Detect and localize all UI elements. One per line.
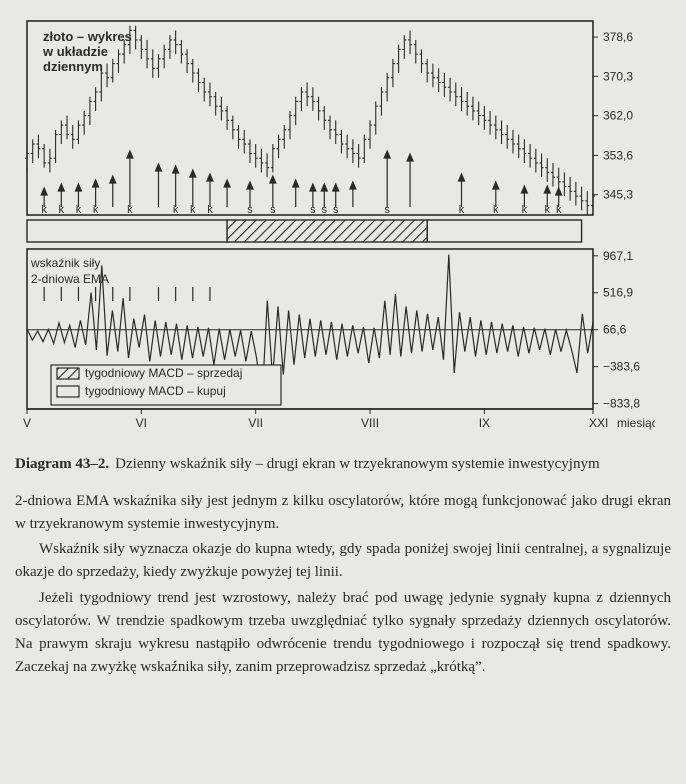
svg-text:−383,6: −383,6 xyxy=(603,360,640,374)
svg-text:−833,8: −833,8 xyxy=(603,397,640,411)
svg-text:s: s xyxy=(247,204,253,216)
svg-text:k: k xyxy=(493,204,499,216)
figure-caption: Diagram 43–2. Dzienny wskaźnik siły – dr… xyxy=(15,453,671,476)
svg-text:k: k xyxy=(173,204,179,216)
svg-text:V: V xyxy=(23,416,31,430)
paragraph: 2-dniowa EMA wskaźnika siły jest jednym … xyxy=(15,490,671,537)
svg-text:miesiące: miesiące xyxy=(617,416,655,430)
svg-text:k: k xyxy=(127,204,133,216)
svg-text:VII: VII xyxy=(248,416,263,430)
svg-text:XI: XI xyxy=(597,416,608,430)
svg-text:353,6: 353,6 xyxy=(603,148,633,162)
figure-container: 345,3353,6362,0370,3378,6złoto – wykresw… xyxy=(15,15,671,435)
paragraph: Jeżeli tygodniowy trend jest wzrostowy, … xyxy=(15,587,671,680)
caption-text: Dzienny wskaźnik siły – drugi ekran w tr… xyxy=(115,453,599,476)
svg-text:516,9: 516,9 xyxy=(603,286,633,300)
svg-text:s: s xyxy=(333,204,339,216)
svg-text:k: k xyxy=(545,204,551,216)
svg-text:k: k xyxy=(93,204,99,216)
svg-text:967,1: 967,1 xyxy=(603,249,633,263)
svg-text:VI: VI xyxy=(136,416,147,430)
svg-text:k: k xyxy=(41,204,47,216)
chart-svg: 345,3353,6362,0370,3378,6złoto – wykresw… xyxy=(15,15,655,435)
svg-text:k: k xyxy=(556,204,562,216)
svg-text:k: k xyxy=(207,204,213,216)
svg-text:370,3: 370,3 xyxy=(603,69,633,83)
svg-text:złoto – wykres: złoto – wykres xyxy=(43,29,132,44)
svg-text:362,0: 362,0 xyxy=(603,109,633,123)
svg-text:VIII: VIII xyxy=(361,416,379,430)
svg-text:s: s xyxy=(322,204,328,216)
paragraph: Wskaźnik siły wyznacza okazje do kupna w… xyxy=(15,538,671,585)
svg-text:k: k xyxy=(190,204,196,216)
svg-text:wskaźnik siły: wskaźnik siły xyxy=(30,256,100,270)
svg-text:k: k xyxy=(76,204,82,216)
svg-text:w układzie: w układzie xyxy=(42,44,108,59)
body-text: 2-dniowa EMA wskaźnika siły jest jednym … xyxy=(15,490,671,680)
svg-text:IX: IX xyxy=(479,416,490,430)
svg-text:2-dniowa EMA: 2-dniowa EMA xyxy=(31,272,109,286)
svg-text:s: s xyxy=(310,204,316,216)
svg-text:s: s xyxy=(384,204,390,216)
svg-text:66,6: 66,6 xyxy=(603,323,627,337)
svg-text:s: s xyxy=(270,204,276,216)
svg-text:tygodniowy MACD – sprzedaj: tygodniowy MACD – sprzedaj xyxy=(85,366,242,380)
caption-lead: Diagram 43–2. xyxy=(15,456,109,472)
svg-text:k: k xyxy=(59,204,65,216)
svg-text:k: k xyxy=(459,204,465,216)
svg-text:345,3: 345,3 xyxy=(603,188,633,202)
svg-text:X: X xyxy=(589,416,597,430)
svg-text:tygodniowy MACD – kupuj: tygodniowy MACD – kupuj xyxy=(85,384,226,398)
svg-text:378,6: 378,6 xyxy=(603,30,633,44)
svg-text:dziennym: dziennym xyxy=(43,59,103,74)
svg-text:k: k xyxy=(522,204,528,216)
